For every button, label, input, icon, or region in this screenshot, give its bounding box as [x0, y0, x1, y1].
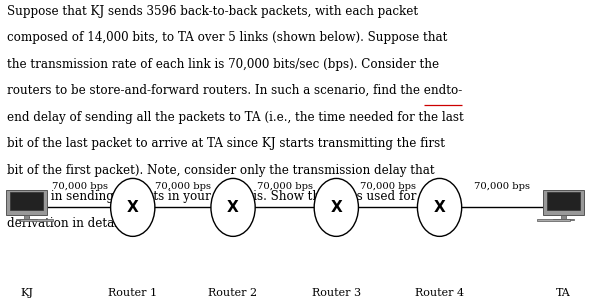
Text: routers to be store-and-forward routers. In such a scenario, find the endto-: routers to be store-and-forward routers.…	[7, 84, 463, 97]
Text: Router 3: Router 3	[312, 288, 361, 298]
FancyBboxPatch shape	[24, 214, 29, 219]
Ellipse shape	[211, 178, 255, 236]
Text: X: X	[434, 200, 445, 215]
Text: the transmission rate of each link is 70,000 bits/sec (bps). Consider the: the transmission rate of each link is 70…	[7, 58, 439, 71]
FancyBboxPatch shape	[10, 192, 43, 210]
FancyBboxPatch shape	[543, 190, 584, 215]
Text: Router 2: Router 2	[208, 288, 258, 298]
Text: derivation in detail.: derivation in detail.	[7, 217, 126, 230]
Text: Router 4: Router 4	[415, 288, 464, 298]
Text: 70,000 bps: 70,000 bps	[52, 181, 107, 191]
FancyBboxPatch shape	[561, 214, 566, 219]
FancyBboxPatch shape	[553, 219, 574, 221]
Text: bit of the first packet). Note, consider only the transmission delay that: bit of the first packet). Note, consider…	[7, 164, 435, 177]
Text: occurs in sending packets in your analysis. Show the steps used for: occurs in sending packets in your analys…	[7, 190, 417, 203]
FancyBboxPatch shape	[547, 192, 580, 210]
FancyBboxPatch shape	[16, 219, 37, 221]
Text: TA: TA	[556, 288, 571, 298]
Ellipse shape	[314, 178, 358, 236]
Ellipse shape	[111, 178, 155, 236]
Text: X: X	[227, 200, 239, 215]
FancyBboxPatch shape	[6, 190, 47, 215]
Text: 70,000 bps: 70,000 bps	[155, 181, 211, 191]
Text: KJ: KJ	[20, 288, 33, 298]
Text: end delay of sending all the packets to TA (i.e., the time needed for the last: end delay of sending all the packets to …	[7, 111, 464, 124]
Text: X: X	[330, 200, 342, 215]
Text: composed of 14,000 bits, to TA over 5 links (shown below). Suppose that: composed of 14,000 bits, to TA over 5 li…	[7, 31, 447, 44]
FancyBboxPatch shape	[20, 219, 53, 221]
Text: Router 1: Router 1	[108, 288, 158, 298]
FancyBboxPatch shape	[537, 219, 570, 221]
Text: 70,000 bps: 70,000 bps	[257, 181, 313, 191]
Text: 70,000 bps: 70,000 bps	[474, 181, 529, 191]
Ellipse shape	[418, 178, 461, 236]
Text: X: X	[127, 200, 139, 215]
Text: bit of the last packet to arrive at TA since KJ starts transmitting the first: bit of the last packet to arrive at TA s…	[7, 137, 445, 150]
Text: 70,000 bps: 70,000 bps	[360, 181, 416, 191]
Text: Suppose that KJ sends 3596 back-to-back packets, with each packet: Suppose that KJ sends 3596 back-to-back …	[7, 5, 418, 18]
